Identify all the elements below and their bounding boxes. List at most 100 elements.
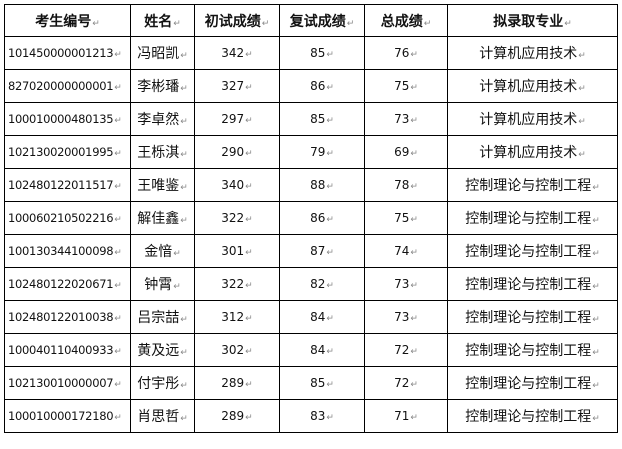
student-name: 冯昭凯 [137,46,180,62]
student-name-cell: 金愔↵ [130,234,195,268]
initial-score-cell: 297↵ [194,102,280,136]
paragraph-mark-icon: ↵ [180,348,188,358]
retest-score-cell: 85↵ [279,366,365,400]
major-cell: 计算机应用技术↵ [447,69,618,103]
initial-score: 322 [221,211,245,225]
initial-score-cell: 322↵ [194,267,280,301]
total-score-cell: 72↵ [364,333,448,367]
initial-score-cell: 301↵ [194,234,280,268]
paragraph-mark-icon: ↵ [114,380,122,390]
paragraph-mark-icon: ↵ [326,314,334,324]
major: 计算机应用技术 [479,145,578,161]
retest-score: 85 [310,46,326,60]
header-label: 总成绩 [380,13,423,30]
table-row: 101450000001213↵ 冯昭凯↵ 342↵ 85↵ 76↵ 计算机应用技术↵ [4,36,618,70]
paragraph-mark-icon: ↵ [173,249,181,259]
exam-id: 100060210502216 [8,211,114,225]
total-score-cell: 78↵ [364,168,448,202]
paragraph-mark-icon: ↵ [180,315,188,325]
major: 控制理论与控制工程 [465,244,592,260]
student-name-cell: 王栎淇↵ [130,135,195,169]
initial-score: 342 [221,46,245,60]
paragraph-mark-icon: ↵ [245,215,253,225]
retest-score-cell: 86↵ [279,69,365,103]
total-score: 78 [394,178,410,192]
student-name-cell: 吕宗喆↵ [130,300,195,334]
retest-score: 86 [310,79,326,93]
retest-score: 83 [310,409,326,423]
student-name-cell: 肖思哲↵ [130,399,195,433]
total-score-cell: 73↵ [364,102,448,136]
exam-id: 102480122020671 [8,277,114,291]
paragraph-mark-icon: ↵ [592,381,600,391]
total-score-cell: 74↵ [364,234,448,268]
header-label: 初试成绩 [204,13,261,30]
initial-score: 297 [221,112,245,126]
retest-score-cell: 84↵ [279,300,365,334]
total-score-cell: 72↵ [364,366,448,400]
major: 计算机应用技术 [479,112,578,128]
paragraph-mark-icon: ↵ [173,282,181,292]
paragraph-mark-icon: ↵ [114,215,122,225]
initial-score-cell: 302↵ [194,333,280,367]
exam-id: 101450000001213 [8,46,114,60]
exam-id-cell: 102480122011517↵ [4,168,131,202]
retest-score: 86 [310,211,326,225]
student-name-cell: 钟霄↵ [130,267,195,301]
paragraph-mark-icon: ↵ [326,248,334,258]
major: 计算机应用技术 [479,46,578,62]
retest-score-cell: 88↵ [279,168,365,202]
retest-score: 84 [310,310,326,324]
retest-score-cell: 79↵ [279,135,365,169]
exam-id-cell: 100060210502216↵ [4,201,131,235]
paragraph-mark-icon: ↵ [410,83,418,93]
paragraph-mark-icon: ↵ [326,149,334,159]
paragraph-mark-icon: ↵ [180,216,188,226]
table-row: 100010000172180↵ 肖思哲↵ 289↵ 83↵ 71↵ 控制理论与控制工程↵ [4,399,618,433]
paragraph-mark-icon: ↵ [578,84,586,94]
header-name: 姓名↵ [130,4,195,37]
major: 控制理论与控制工程 [465,211,592,227]
exam-id-cell: 102480122020671↵ [4,267,131,301]
student-name-cell: 冯昭凯↵ [130,36,195,70]
paragraph-mark-icon: ↵ [114,50,122,60]
paragraph-mark-icon: ↵ [410,380,418,390]
student-name-cell: 李彬璠↵ [130,69,195,103]
student-name: 李彬璠 [137,79,180,95]
paragraph-mark-icon: ↵ [410,149,418,159]
retest-score: 88 [310,178,326,192]
initial-score-cell: 342↵ [194,36,280,70]
paragraph-mark-icon: ↵ [423,18,432,29]
exam-id: 102480122011517 [8,178,114,192]
major-cell: 计算机应用技术↵ [447,135,618,169]
paragraph-mark-icon: ↵ [245,380,253,390]
initial-score: 340 [221,178,245,192]
paragraph-mark-icon: ↵ [245,347,253,357]
retest-score: 82 [310,277,326,291]
paragraph-mark-icon: ↵ [578,51,586,61]
initial-score-cell: 340↵ [194,168,280,202]
paragraph-mark-icon: ↵ [173,18,181,29]
initial-score: 327 [221,79,245,93]
admission-table: 考生编号↵ 姓名↵ 初试成绩↵ 复试成绩↵ 总成绩↵ 拟录取专业↵ 10145000000… [4,4,618,433]
retest-score-cell: 86↵ [279,201,365,235]
table-row: 100060210502216↵ 解佳鑫↵ 322↵ 86↵ 75↵ 控制理论与控制工程↵ [4,201,618,235]
table-row: 100040110400933↵ 黄及远↵ 302↵ 84↵ 72↵ 控制理论与控制工程↵ [4,333,618,367]
paragraph-mark-icon: ↵ [592,414,600,424]
paragraph-mark-icon: ↵ [326,83,334,93]
paragraph-mark-icon: ↵ [326,182,334,192]
paragraph-mark-icon: ↵ [114,149,122,159]
header-label: 姓名 [144,13,173,30]
initial-score: 289 [221,376,245,390]
exam-id-cell: 100130344100098↵ [4,234,131,268]
exam-id-cell: 102130010000007↵ [4,366,131,400]
exam-id: 100130344100098 [8,244,114,258]
paragraph-mark-icon: ↵ [326,116,334,126]
table-row: 102480122020671↵ 钟霄↵ 322↵ 82↵ 73↵ 控制理论与控制工程↵ [4,267,618,301]
total-score: 72 [394,343,410,357]
paragraph-mark-icon: ↵ [245,83,253,93]
paragraph-mark-icon: ↵ [410,50,418,60]
major: 控制理论与控制工程 [465,178,592,194]
paragraph-mark-icon: ↵ [245,50,253,60]
paragraph-mark-icon: ↵ [261,18,270,29]
